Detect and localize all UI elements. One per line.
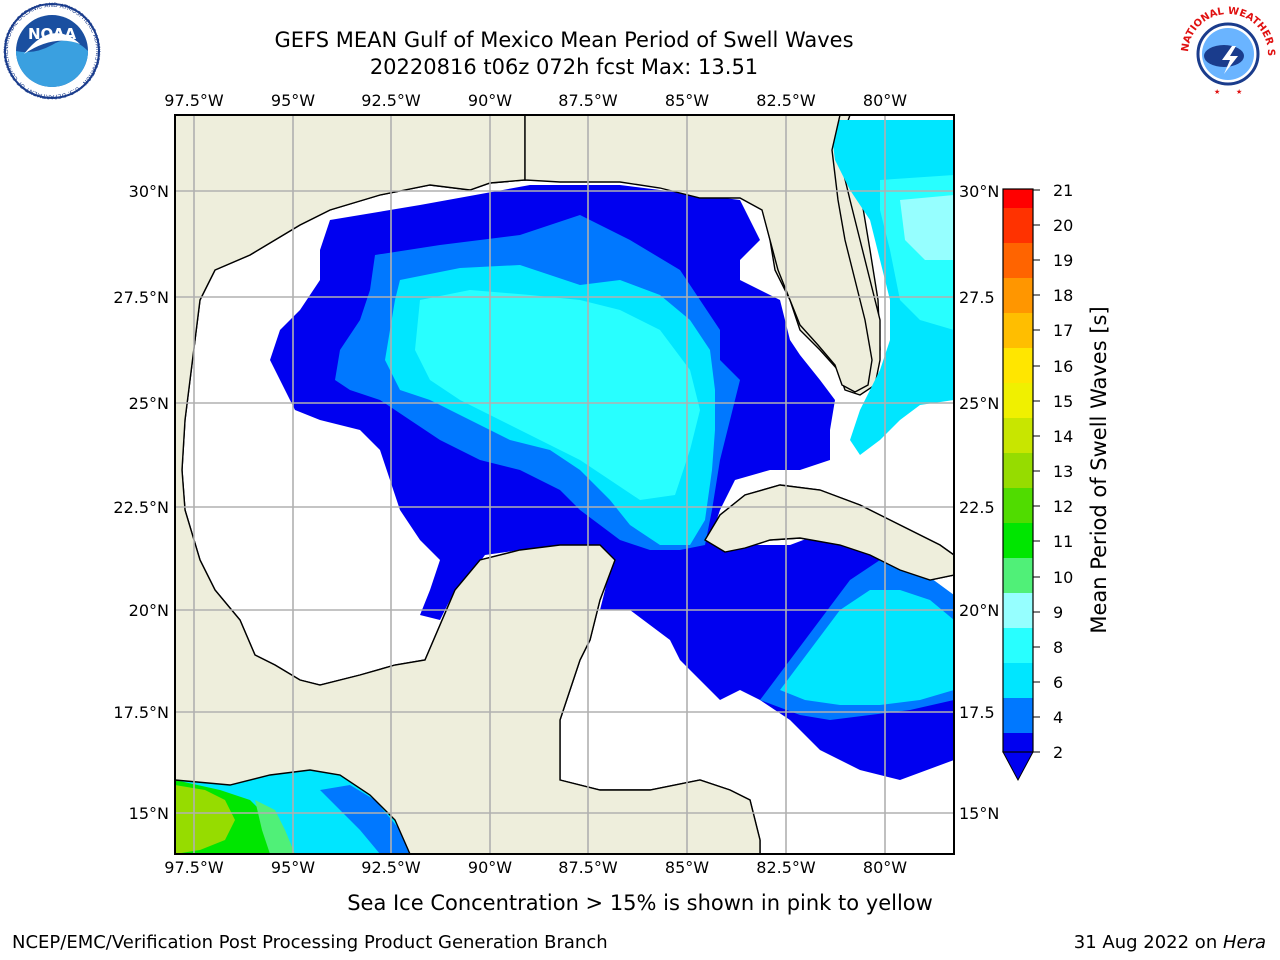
lat-label: 30°N <box>959 182 999 201</box>
colorbar-extend <box>1002 751 1034 782</box>
colorbar-tick-label: 9 <box>1053 603 1063 622</box>
lon-label: 85°W <box>665 858 709 877</box>
colorbar-cell <box>1003 663 1033 699</box>
swell-pacific-yellowgreen <box>175 785 235 854</box>
colorbar-cell <box>1003 453 1033 489</box>
lat-labels-right: 30°N 27.5 25°N 22.5 20°N 17.5 15°N <box>959 182 999 823</box>
colorbar-cell <box>1003 418 1033 454</box>
colorbar-tick-label: 19 <box>1053 251 1073 270</box>
colorbar-cell <box>1003 628 1033 664</box>
colorbar-tick-label: 10 <box>1053 568 1073 587</box>
colorbar-tick-label: 14 <box>1053 427 1073 446</box>
colorbar-label: Mean Period of Swell Waves [s] <box>1087 306 1111 633</box>
lon-labels-bottom: 97.5°W 95°W 92.5°W 90°W 87.5°W 85°W 82.5… <box>164 858 907 877</box>
lon-labels-top: 97.5°W 95°W 92.5°W 90°W 87.5°W 85°W 82.5… <box>164 91 907 110</box>
lon-label: 95°W <box>271 91 315 110</box>
footer-date-text: 31 Aug 2022 on <box>1073 932 1223 953</box>
lon-label: 87.5°W <box>558 858 618 877</box>
lat-label: 20°N <box>959 601 999 620</box>
map-title: GEFS MEAN Gulf of Mexico Mean Period of … <box>274 28 854 52</box>
lon-label: 90°W <box>468 858 512 877</box>
colorbar-cell <box>1003 348 1033 384</box>
footer-machine: Hera <box>1222 932 1266 953</box>
svg-text:★: ★ <box>1214 88 1220 96</box>
lon-label: 90°W <box>468 91 512 110</box>
land-coast-overlay <box>175 115 761 854</box>
svg-text:NOAA: NOAA <box>28 25 77 43</box>
lat-label: 22.5 <box>959 498 995 517</box>
lon-label: 97.5°W <box>164 858 224 877</box>
lat-label: 25°N <box>959 394 999 413</box>
svg-text:★: ★ <box>1236 88 1242 96</box>
map-area <box>175 115 954 854</box>
lat-label: 15°N <box>129 804 169 823</box>
colorbar-cell <box>1003 278 1033 314</box>
colorbar-tick-label: 16 <box>1053 357 1073 376</box>
lon-label: 80°W <box>863 91 907 110</box>
sea-ice-note: Sea Ice Concentration > 15% is shown in … <box>347 891 933 915</box>
footer-date: 31 Aug 2022 on Hera <box>1074 932 1266 953</box>
colorbar-cell <box>1003 523 1033 559</box>
graticule <box>175 115 954 854</box>
lat-label: 25°N <box>129 394 169 413</box>
colorbar-tick-label: 2 <box>1053 743 1063 762</box>
colorbar-tick-label: 13 <box>1053 462 1073 481</box>
lat-label: 27.5 <box>959 288 995 307</box>
map-frame <box>174 114 955 855</box>
colorbar-tick-label: 17 <box>1053 321 1073 340</box>
colorbar-cell <box>1003 189 1033 209</box>
colorbar-tick-label: 20 <box>1053 216 1073 235</box>
colorbar-tick-label: 12 <box>1053 497 1073 516</box>
swell-pacific-blue <box>320 785 410 854</box>
lat-label: 22.5°N <box>113 498 169 517</box>
lat-label: 27.5°N <box>113 288 169 307</box>
colorbar-tick-label: 4 <box>1053 708 1063 727</box>
colorbar-cell <box>1003 313 1033 349</box>
footer-credit: NCEP/EMC/Verification Post Processing Pr… <box>12 932 608 953</box>
lat-label: 20°N <box>129 601 169 620</box>
colorbar-tick-label: 11 <box>1053 532 1073 551</box>
lat-labels-left: 30°N 27.5°N 25°N 22.5°N 20°N 17.5°N 15°N <box>113 182 169 823</box>
lon-label: 92.5°W <box>361 91 421 110</box>
colorbar-cell <box>1003 558 1033 594</box>
colorbar-ticks: 21 20 19 18 17 16 15 14 13 12 11 10 9 8 … <box>1033 181 1073 762</box>
lat-label: 15°N <box>959 804 999 823</box>
colorbar-cell <box>1003 208 1033 244</box>
colorbar-cell <box>1003 733 1033 753</box>
lon-label: 97.5°W <box>164 91 224 110</box>
colorbar-cell <box>1003 593 1033 629</box>
colorbar-tick-label: 6 <box>1053 673 1063 692</box>
colorbar-tick-label: 21 <box>1053 181 1073 200</box>
colorbar-cell <box>1003 243 1033 279</box>
lat-label: 17.5 <box>959 703 995 722</box>
lon-label: 92.5°W <box>361 858 421 877</box>
swell-band-9-10 <box>900 195 954 260</box>
colorbar-cell <box>1003 698 1033 734</box>
colorbar-tick-label: 18 <box>1053 286 1073 305</box>
lon-label: 82.5°W <box>756 858 816 877</box>
map-subtitle: 20220816 t06z 072h fcst Max: 13.51 <box>369 55 759 79</box>
lon-label: 80°W <box>863 858 907 877</box>
colorbar: 21 20 19 18 17 16 15 14 13 12 11 10 9 8 … <box>1002 181 1111 782</box>
colorbar-cell <box>1003 488 1033 524</box>
colorbar-tick-label: 15 <box>1053 392 1073 411</box>
lon-label: 85°W <box>665 91 709 110</box>
swell-band-8-9 <box>415 175 954 500</box>
colorbar-tick-label: 8 <box>1053 638 1063 657</box>
lat-label: 17.5°N <box>113 703 169 722</box>
nws-logo: NATIONAL WEATHER SERVICE ★ ★ <box>1172 0 1280 100</box>
colorbar-cell <box>1003 383 1033 419</box>
lat-label: 30°N <box>129 182 169 201</box>
lon-label: 95°W <box>271 858 315 877</box>
noaa-logo: NATIONAL OCEANIC AND ATMOSPHERIC ADMINIS… <box>0 0 104 100</box>
lon-label: 87.5°W <box>558 91 618 110</box>
land-cuba-overlay <box>704 484 954 581</box>
lon-label: 82.5°W <box>756 91 816 110</box>
